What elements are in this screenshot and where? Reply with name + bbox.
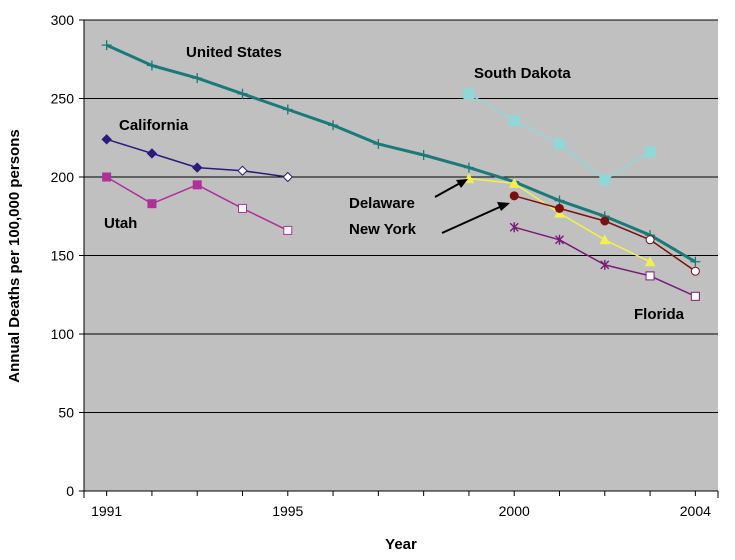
point-south-dakota [554, 138, 565, 150]
series-delaware [463, 173, 656, 267]
new-york-arrow [441, 205, 503, 234]
point-delaware [644, 256, 656, 267]
series-south-dakota [463, 88, 656, 186]
point-united-states [328, 120, 339, 131]
series-united-states [101, 40, 701, 267]
point-california [101, 134, 112, 145]
point-united-states [463, 162, 474, 173]
point-florida [555, 234, 564, 245]
point-new-york [555, 203, 564, 213]
point-utah [283, 225, 293, 235]
y-tick-label: 0 [66, 483, 74, 499]
point-united-states [237, 88, 248, 99]
point-united-states [146, 60, 157, 71]
point-utah [147, 199, 157, 209]
line-united-states [105, 43, 697, 264]
point-united-states [373, 139, 384, 150]
series-utah [102, 172, 293, 235]
point-florida [645, 271, 655, 281]
point-florida [600, 259, 610, 270]
label-delaware: Delaware [349, 195, 415, 212]
y-tick-label: 250 [51, 91, 75, 107]
new-york-arrowhead [497, 202, 510, 211]
point-utah [238, 203, 247, 213]
point-united-states [418, 150, 429, 161]
y-tick-label: 100 [51, 326, 75, 342]
x-tick-label: 2000 [499, 503, 530, 519]
point-california [192, 162, 203, 173]
point-delaware [508, 177, 520, 188]
point-delaware [599, 234, 611, 245]
point-florida [509, 222, 519, 233]
label-california: California [119, 117, 189, 134]
point-new-york [690, 266, 700, 276]
point-new-york [509, 191, 519, 201]
point-utah [102, 172, 112, 182]
point-south-dakota [463, 88, 475, 100]
point-united-states [192, 73, 203, 84]
point-south-dakota [599, 174, 611, 186]
x-axis-title: Year [385, 536, 417, 553]
y-tick-label: 150 [51, 248, 75, 264]
point-california [146, 148, 158, 159]
point-utah [192, 180, 202, 190]
y-axis-title: Annual Deaths per 100,000 persons [6, 129, 23, 382]
y-tick-label: 200 [51, 169, 75, 185]
point-united-states [690, 256, 701, 267]
gridlines [84, 19, 718, 413]
point-united-states [554, 195, 565, 206]
label-south-dakota: South Dakota [474, 65, 571, 82]
point-new-york [600, 216, 610, 226]
y-tick-label: 300 [51, 12, 75, 28]
point-south-dakota [644, 146, 656, 158]
point-florida [690, 291, 700, 301]
delaware-arrowhead [456, 179, 468, 188]
label-united-states: United States [186, 44, 282, 61]
label-layer: United States California Utah South Dako… [104, 44, 685, 323]
delaware-arrow [434, 181, 463, 198]
point-south-dakota [508, 114, 520, 126]
y-tick-label: 50 [58, 405, 74, 421]
x-tick-label: 1995 [272, 503, 303, 519]
point-united-states [282, 104, 293, 115]
label-utah: Utah [104, 215, 137, 232]
point-california [282, 171, 293, 183]
series-new-york [509, 191, 700, 276]
series-california [101, 134, 293, 183]
axes: 0 50 100 150 200 250 300 1991 1995 2000 2004 [51, 12, 719, 519]
point-united-states [101, 40, 112, 51]
point-california [237, 165, 248, 176]
point-new-york [645, 235, 655, 245]
x-tick-label: 1991 [91, 503, 122, 519]
series-florida [509, 222, 700, 301]
x-tick-label: 2004 [680, 503, 711, 519]
label-florida: Florida [634, 306, 685, 323]
label-new-york: New York [349, 221, 417, 238]
series-layer [101, 40, 701, 301]
